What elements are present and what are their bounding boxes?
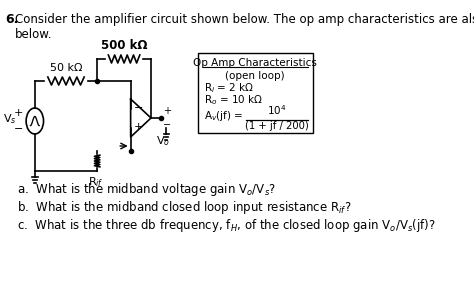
FancyBboxPatch shape: [198, 53, 313, 133]
Text: b.  What is the midband closed loop input resistance R$_{if}$?: b. What is the midband closed loop input…: [17, 199, 351, 216]
Text: V$_s$: V$_s$: [3, 112, 17, 126]
Text: 50 kΩ: 50 kΩ: [50, 63, 82, 73]
Text: Op Amp Characteristics
(open loop): Op Amp Characteristics (open loop): [193, 58, 317, 81]
Text: a.  What is the midband voltage gain V$_o$/V$_s$?: a. What is the midband voltage gain V$_o…: [17, 181, 276, 198]
Text: (1 + jf / 200): (1 + jf / 200): [245, 121, 309, 131]
Text: R$_o$ = 10 kΩ: R$_o$ = 10 kΩ: [204, 93, 264, 107]
Text: +: +: [163, 106, 171, 116]
Text: −: −: [13, 124, 23, 134]
Text: Consider the amplifier circuit shown below. The op amp characteristics are also : Consider the amplifier circuit shown bel…: [15, 13, 474, 41]
Text: 500 kΩ: 500 kΩ: [101, 39, 147, 52]
Text: +: +: [13, 108, 23, 118]
Text: −: −: [134, 103, 143, 114]
Text: +: +: [134, 123, 143, 133]
Text: 6.: 6.: [5, 13, 19, 26]
Text: R$_i$ = 2 kΩ: R$_i$ = 2 kΩ: [204, 81, 255, 95]
Text: V$_o$: V$_o$: [155, 134, 170, 148]
Text: A$_v$(jf) =: A$_v$(jf) =: [204, 109, 244, 123]
Text: R$_{if}$: R$_{if}$: [88, 175, 104, 189]
Text: −: −: [163, 120, 171, 130]
Text: c.  What is the three db frequency, f$_H$, of the closed loop gain V$_o$/V$_s$(j: c. What is the three db frequency, f$_H$…: [17, 217, 436, 234]
Text: 10$^4$: 10$^4$: [267, 103, 286, 117]
